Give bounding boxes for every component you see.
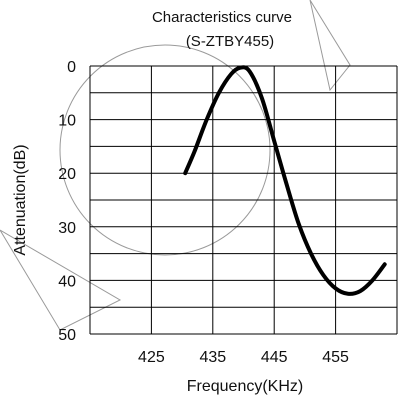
series-line [183,65,387,296]
y-tick-label: 30 [58,220,76,237]
chart-title: Characteristics curve [152,9,292,26]
x-tick-label: 425 [138,349,165,366]
y-tick-label: 50 [58,327,76,344]
x-tick-label: 455 [322,349,349,366]
x-axis-label: Frequency(KHz) [187,378,303,395]
y-tick-label: 0 [67,59,76,76]
y-tick-label: 40 [58,273,76,290]
x-tick-labels: 425 435 445 455 [138,349,349,366]
plot-grid [89,65,398,335]
x-tick-label: 445 [261,349,288,366]
y-axis-label: Attenuation(dB) [12,144,29,255]
y-tick-label: 20 [58,166,76,183]
x-tick-label: 435 [199,349,226,366]
y-tick-labels: 0 10 20 30 40 50 [58,59,76,344]
y-tick-label: 10 [58,113,76,130]
chart-subtitle: (S-ZTBY455) [186,33,274,50]
